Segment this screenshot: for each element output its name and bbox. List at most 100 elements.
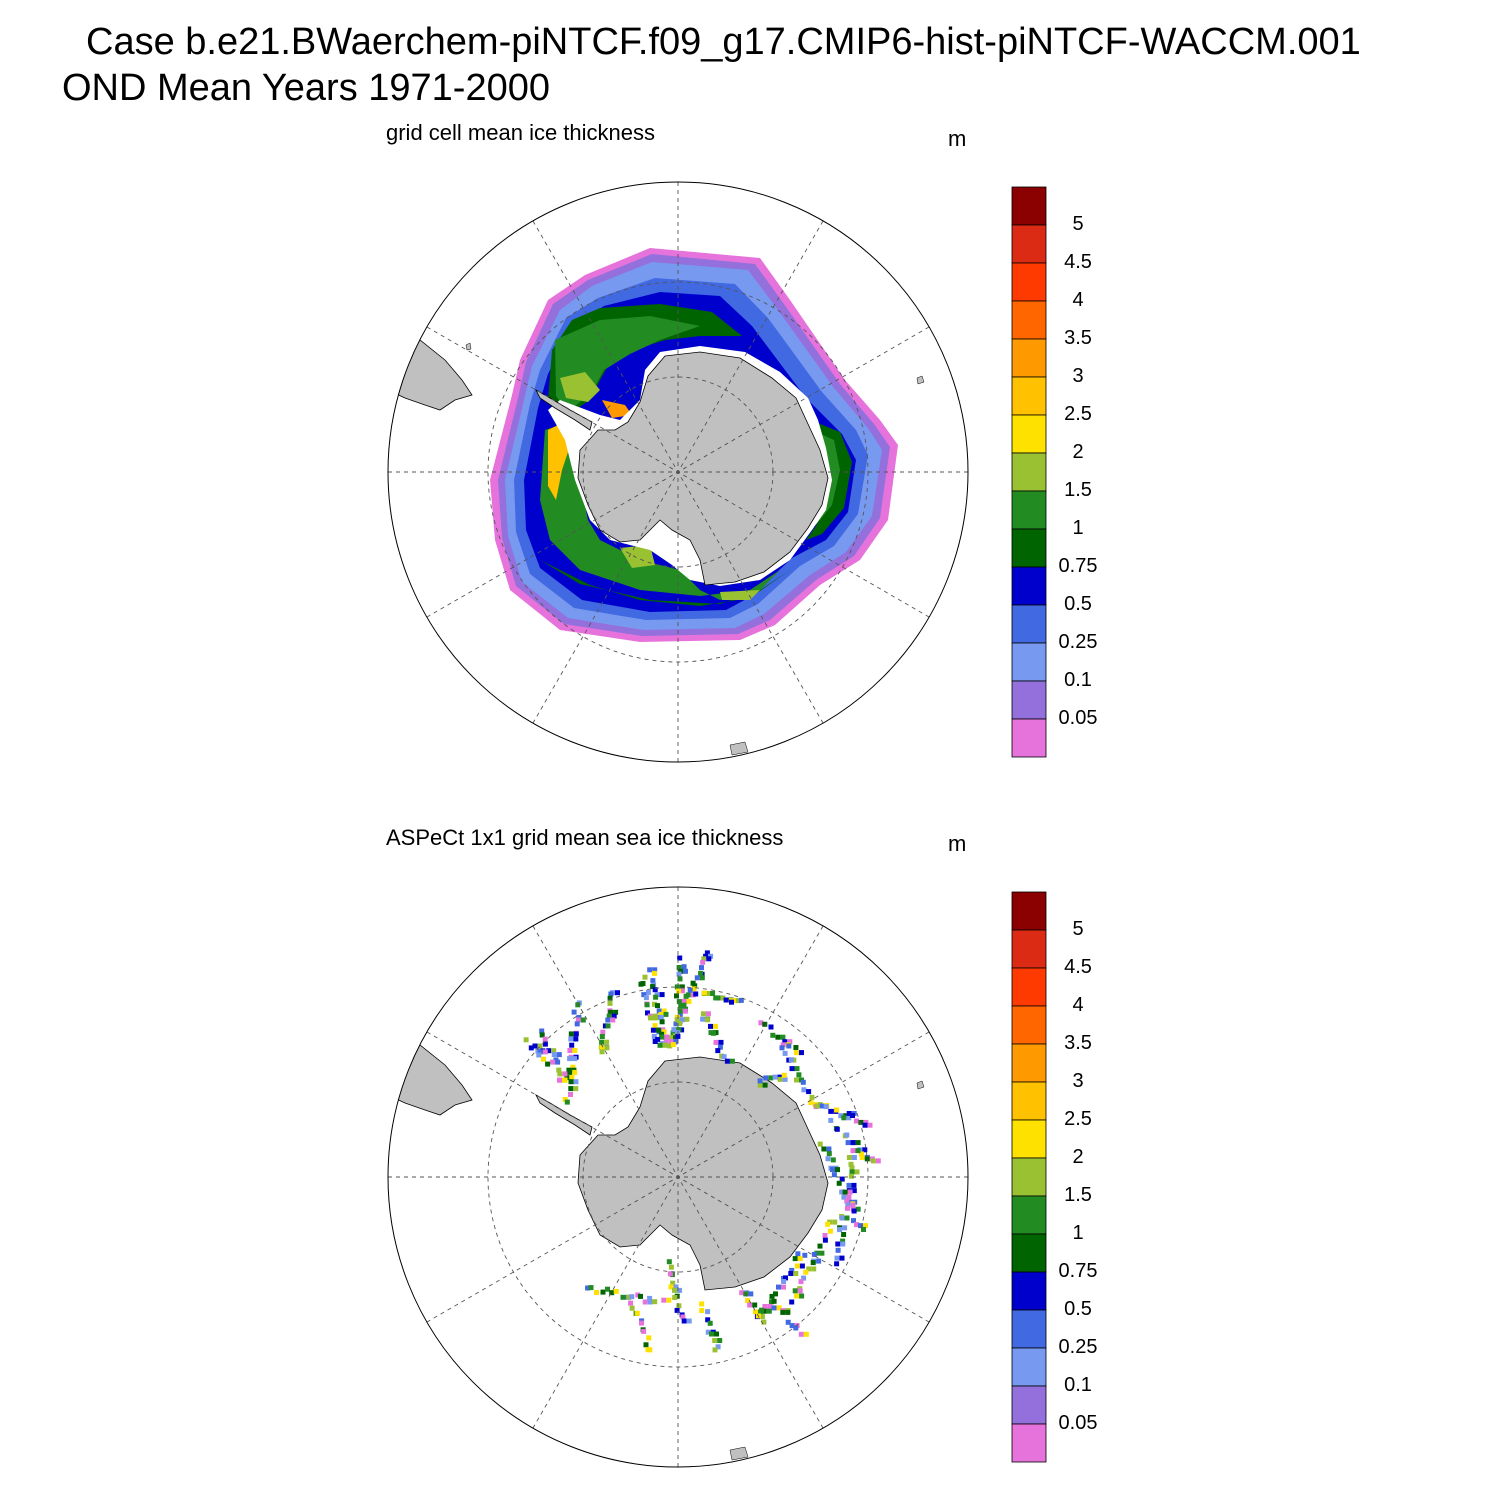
- colorbar-swatch: [1011, 528, 1047, 568]
- observation-cell: [677, 955, 683, 961]
- observation-cell: [715, 1048, 721, 1054]
- colorbar-tick-label: 4.5: [1064, 956, 1092, 978]
- observation-cell: [567, 1048, 573, 1053]
- observation-cell: [679, 1017, 685, 1023]
- observation-cell: [752, 1302, 758, 1308]
- observation-cell: [652, 1039, 658, 1044]
- observation-cell: [789, 1299, 795, 1305]
- observation-cell: [676, 1027, 682, 1033]
- colorbar-swatch: [1011, 452, 1047, 492]
- observation-cell: [656, 1008, 662, 1014]
- colorbar-swatch: [1011, 566, 1047, 606]
- observation-cell: [666, 1259, 672, 1265]
- observation-cell: [599, 1039, 605, 1045]
- observation-cell: [645, 1010, 650, 1016]
- observation-cell: [705, 1329, 711, 1335]
- colorbar-tick-label: 4: [1072, 994, 1084, 1016]
- observation-cell: [650, 984, 656, 990]
- colorbar-tick-label: 0.75: [1058, 555, 1098, 577]
- observation-cell: [600, 1289, 606, 1295]
- observation-cell: [862, 1122, 868, 1128]
- observation-cell: [646, 1335, 652, 1341]
- observation-cell: [858, 1223, 863, 1229]
- observation-cell: [567, 1069, 573, 1075]
- observation-cell: [608, 991, 614, 997]
- observation-cell: [683, 968, 688, 974]
- observation-cell: [794, 1066, 800, 1072]
- colorbar-tick-label: 4: [1072, 289, 1084, 311]
- panel-1-map: [387, 181, 969, 763]
- observation-cell: [693, 991, 699, 997]
- observation-cell: [839, 1255, 845, 1261]
- observation-cell: [650, 978, 656, 984]
- observation-cell: [832, 1219, 838, 1225]
- colorbar-tick-label: 0.25: [1058, 631, 1098, 653]
- observation-cell: [842, 1189, 848, 1195]
- observation-cell: [641, 992, 647, 998]
- observation-cell: [542, 1036, 548, 1042]
- observation-cell: [831, 1172, 837, 1178]
- colorbar-swatch: [1011, 1309, 1047, 1349]
- observation-cell: [762, 1082, 768, 1088]
- observation-cell: [780, 1309, 786, 1315]
- observation-cell: [557, 1071, 563, 1077]
- observation-cell: [626, 1294, 632, 1300]
- observation-cell: [556, 1067, 562, 1073]
- observation-cell: [817, 1141, 823, 1147]
- observation-cell: [712, 1338, 718, 1343]
- observation-cell: [848, 1161, 854, 1167]
- colorbar-2: [1011, 891, 1047, 1463]
- observation-cell: [711, 1030, 716, 1036]
- observation-cell: [834, 1255, 840, 1261]
- observation-cell: [822, 1233, 828, 1238]
- colorbar-tick-label: 1.5: [1064, 1184, 1092, 1206]
- observation-cell: [654, 992, 660, 998]
- observation-cell: [613, 1288, 619, 1294]
- observation-cell: [664, 1034, 670, 1040]
- observation-cell: [776, 1284, 781, 1290]
- observation-cell: [850, 1140, 856, 1146]
- observation-cell: [781, 1284, 786, 1290]
- colorbar-tick-label: 2: [1072, 441, 1084, 463]
- observation-cell: [605, 1023, 611, 1029]
- observation-cell: [779, 1045, 785, 1051]
- observation-cell: [723, 997, 729, 1003]
- observation-cell: [655, 1027, 661, 1033]
- observation-cell: [809, 1094, 815, 1100]
- observation-cell: [573, 1036, 579, 1042]
- observation-cell: [846, 1115, 852, 1121]
- observation-cell: [629, 1294, 635, 1300]
- observation-cell: [841, 1115, 847, 1121]
- observation-cell: [673, 1284, 679, 1290]
- observation-cell: [655, 1003, 660, 1009]
- observation-cell: [701, 956, 707, 962]
- observation-cell: [798, 1279, 804, 1285]
- observation-cell: [600, 1029, 606, 1035]
- observation-cell: [573, 1079, 579, 1085]
- observation-cell: [532, 1043, 538, 1049]
- observation-cell: [844, 1215, 850, 1221]
- observation-cell: [691, 986, 697, 992]
- observation-cell: [672, 1295, 678, 1300]
- observation-cell: [539, 1028, 545, 1034]
- observation-cell: [846, 1155, 852, 1160]
- observation-cell: [858, 1119, 864, 1125]
- observation-cell: [799, 1263, 805, 1269]
- observation-cell: [850, 1202, 856, 1208]
- observation-cell: [542, 1041, 548, 1047]
- observation-cell: [635, 1292, 641, 1298]
- observation-cell: [657, 1042, 663, 1048]
- observation-cell: [851, 1188, 857, 1194]
- observation-cell: [562, 1077, 567, 1083]
- observation-cell: [835, 1167, 840, 1173]
- observation-cell: [763, 1075, 769, 1081]
- observation-cell: [681, 998, 687, 1004]
- colorbar-tick-label: 0.75: [1058, 1260, 1098, 1282]
- observation-cell: [639, 1320, 644, 1326]
- antarctica: [577, 351, 829, 586]
- observation-cell: [673, 1038, 679, 1044]
- observation-cell: [653, 994, 659, 1000]
- observation-cell: [875, 1158, 881, 1164]
- observation-cell: [681, 1002, 687, 1008]
- colorbar-tick-label: 0.5: [1064, 593, 1092, 615]
